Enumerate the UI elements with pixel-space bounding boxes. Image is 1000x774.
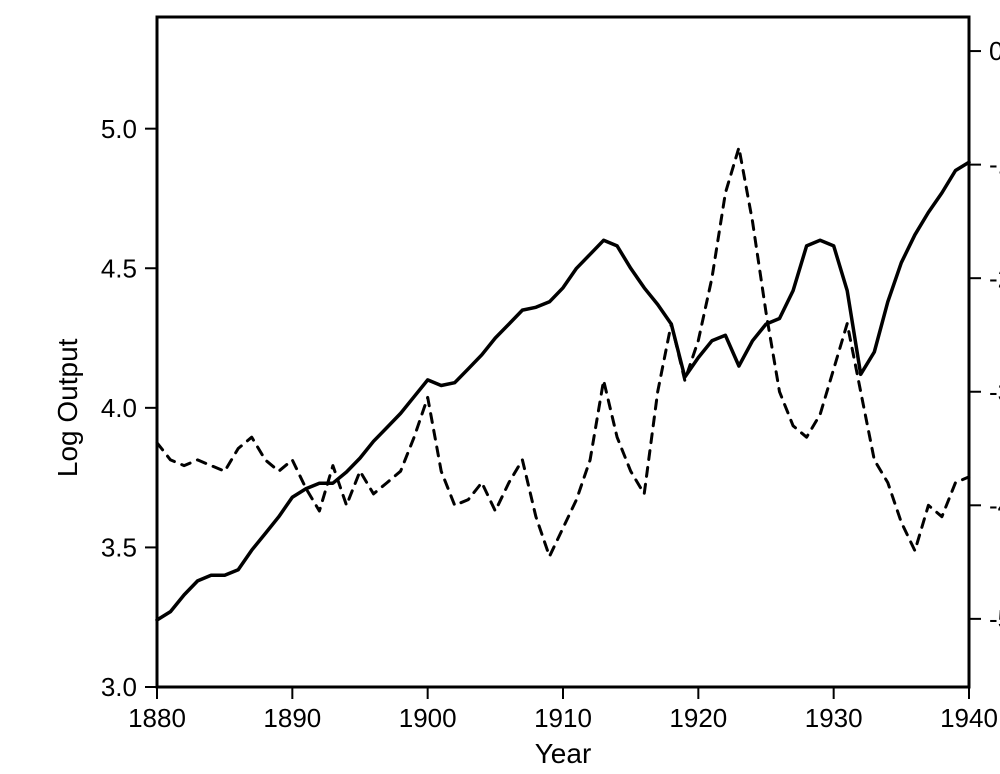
y-left-axis-title: Log Output [52, 338, 83, 477]
y-left-tick-label: 5.0 [101, 114, 137, 144]
y-left-tick-label: 4.5 [101, 253, 137, 283]
x-tick-label: 1940 [940, 703, 998, 733]
x-tick-label: 1910 [534, 703, 592, 733]
chart-container: 1880 1890 1900 1910 1920 1930 1940 Year 3.0 3.5 4.… [0, 0, 1000, 774]
dual-axis-line-chart: 1880 1890 1900 1910 1920 1930 1940 Year 3.0 3.5 4.… [0, 0, 1000, 774]
series-log-volatility [157, 148, 969, 557]
x-tick-label: 1880 [128, 703, 186, 733]
y-right-tick-label: -1 [989, 150, 1000, 180]
x-tick-label: 1920 [669, 703, 727, 733]
y-right-tick-label: -2 [989, 263, 1000, 293]
y-right-tick-label: -4 [989, 490, 1000, 520]
series-log-output [157, 162, 969, 620]
x-tick-label: 1890 [263, 703, 321, 733]
plot-border [157, 17, 969, 687]
x-tick-label: 1900 [399, 703, 457, 733]
y-right-tick-label: 0 [989, 36, 1000, 66]
x-tick-label: 1930 [805, 703, 863, 733]
x-axis-title: Year [535, 738, 592, 769]
y-right-tick-label: -3 [989, 377, 1000, 407]
y-left-tick-label: 4.0 [101, 393, 137, 423]
y-right-tick-label: -5 [989, 604, 1000, 634]
y-left-tick-label: 3.5 [101, 533, 137, 563]
y-left-tick-label: 3.0 [101, 672, 137, 702]
